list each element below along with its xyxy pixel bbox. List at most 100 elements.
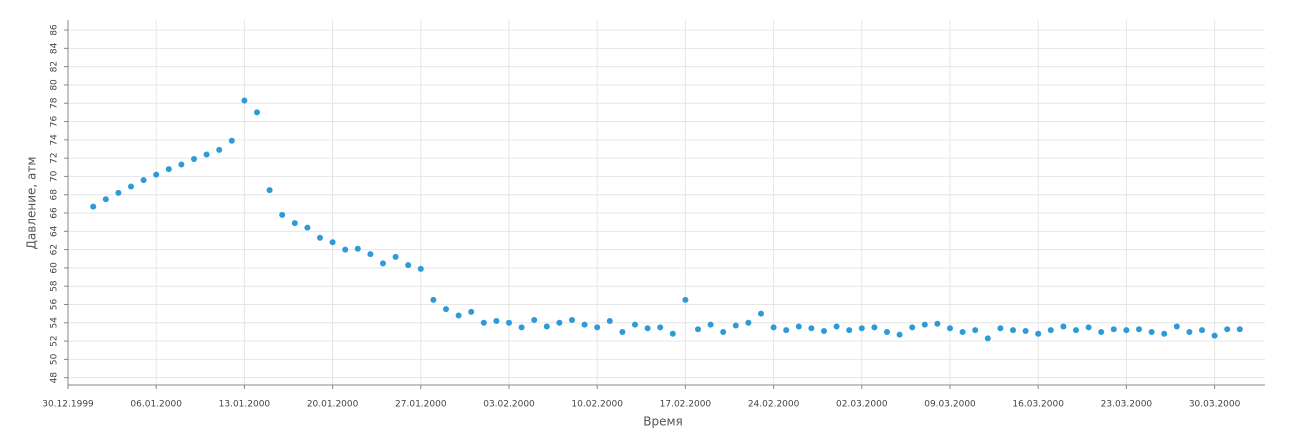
point	[102, 196, 109, 203]
point	[291, 220, 298, 227]
point	[858, 325, 865, 332]
x-tick-label: 09.03.2000	[924, 400, 976, 410]
point	[632, 321, 638, 328]
y-tick-label: 64	[50, 225, 60, 237]
x-tick-label: 24.02.2000	[748, 400, 800, 410]
y-tick-label: 52	[50, 335, 60, 346]
point	[581, 321, 588, 328]
point	[304, 224, 311, 231]
x-axis-title: Время	[643, 415, 683, 429]
y-tick-label: 84	[50, 42, 60, 54]
point	[480, 319, 487, 326]
y-tick-label: 58	[50, 280, 60, 292]
y-tick-label: 56	[50, 298, 60, 310]
point	[342, 246, 349, 253]
point	[770, 324, 777, 331]
x-tick-label: 30.12.1999	[42, 400, 94, 410]
point	[165, 166, 172, 173]
point	[758, 310, 764, 317]
point	[569, 317, 575, 324]
point	[90, 203, 97, 210]
point	[140, 177, 147, 184]
y-tick-label: 48	[50, 372, 60, 384]
y-tick-label: 74	[50, 134, 60, 146]
point	[178, 161, 185, 168]
point	[732, 322, 739, 329]
x-tick-label: 20.01.2000	[307, 400, 359, 410]
point	[1035, 330, 1042, 337]
y-tick-label: 76	[50, 116, 60, 128]
point	[216, 146, 223, 153]
point	[606, 317, 613, 324]
point	[241, 97, 248, 104]
y-tick-label: 54	[50, 317, 60, 329]
point	[884, 328, 890, 335]
point	[556, 319, 563, 326]
point	[720, 328, 727, 335]
x-tick-label: 27.01.2000	[395, 400, 447, 410]
y-tick-label: 72	[50, 152, 60, 163]
point	[909, 324, 916, 331]
point	[1022, 328, 1029, 335]
point	[354, 245, 361, 252]
y-tick-label: 82	[50, 61, 60, 72]
point	[493, 317, 500, 324]
point	[947, 325, 953, 332]
y-tick-label: 62	[50, 244, 60, 255]
point	[997, 325, 1004, 332]
point	[1073, 327, 1079, 334]
point	[795, 323, 802, 330]
point	[329, 239, 336, 246]
point	[846, 327, 853, 334]
point	[317, 234, 323, 241]
x-tick-label: 23.03.2000	[1101, 400, 1153, 410]
x-tick-label: 02.03.2000	[836, 400, 888, 410]
point	[707, 321, 714, 328]
point	[1173, 323, 1180, 330]
point	[543, 323, 550, 330]
y-tick-label: 60	[50, 262, 60, 274]
point	[266, 187, 273, 194]
x-tick-label: 30.03.2000	[1189, 400, 1241, 410]
point	[531, 317, 538, 324]
point	[644, 325, 651, 332]
point	[191, 156, 197, 163]
y-tick-label: 78	[50, 97, 60, 109]
point	[228, 137, 235, 144]
point	[783, 327, 790, 334]
point	[1199, 327, 1205, 334]
point	[871, 324, 878, 331]
point	[203, 151, 210, 158]
point	[518, 324, 525, 331]
y-tick-label: 86	[50, 24, 60, 36]
point	[1110, 326, 1117, 333]
point	[896, 331, 903, 338]
point	[1047, 327, 1054, 334]
point	[279, 211, 286, 218]
point	[594, 324, 601, 331]
point	[1224, 326, 1231, 333]
point	[657, 324, 664, 331]
y-tick-label: 68	[50, 189, 60, 201]
point	[1161, 330, 1168, 337]
point	[921, 321, 928, 328]
point	[128, 183, 134, 190]
point	[1148, 328, 1155, 335]
point	[455, 312, 462, 319]
point	[1123, 327, 1130, 334]
point	[682, 296, 689, 303]
y-tick-label: 66	[50, 207, 60, 219]
x-tick-label: 06.01.2000	[130, 400, 182, 410]
point	[745, 319, 752, 326]
y-axis-title: Давление, атм	[25, 157, 39, 250]
point	[1136, 326, 1142, 333]
y-tick-label: 70	[50, 170, 60, 182]
point	[808, 325, 815, 332]
point	[1236, 326, 1243, 333]
point	[506, 319, 512, 326]
point	[669, 330, 676, 337]
point	[1211, 332, 1218, 339]
point	[417, 265, 424, 272]
point	[695, 326, 701, 333]
x-tick-label: 10.02.2000	[571, 400, 623, 410]
